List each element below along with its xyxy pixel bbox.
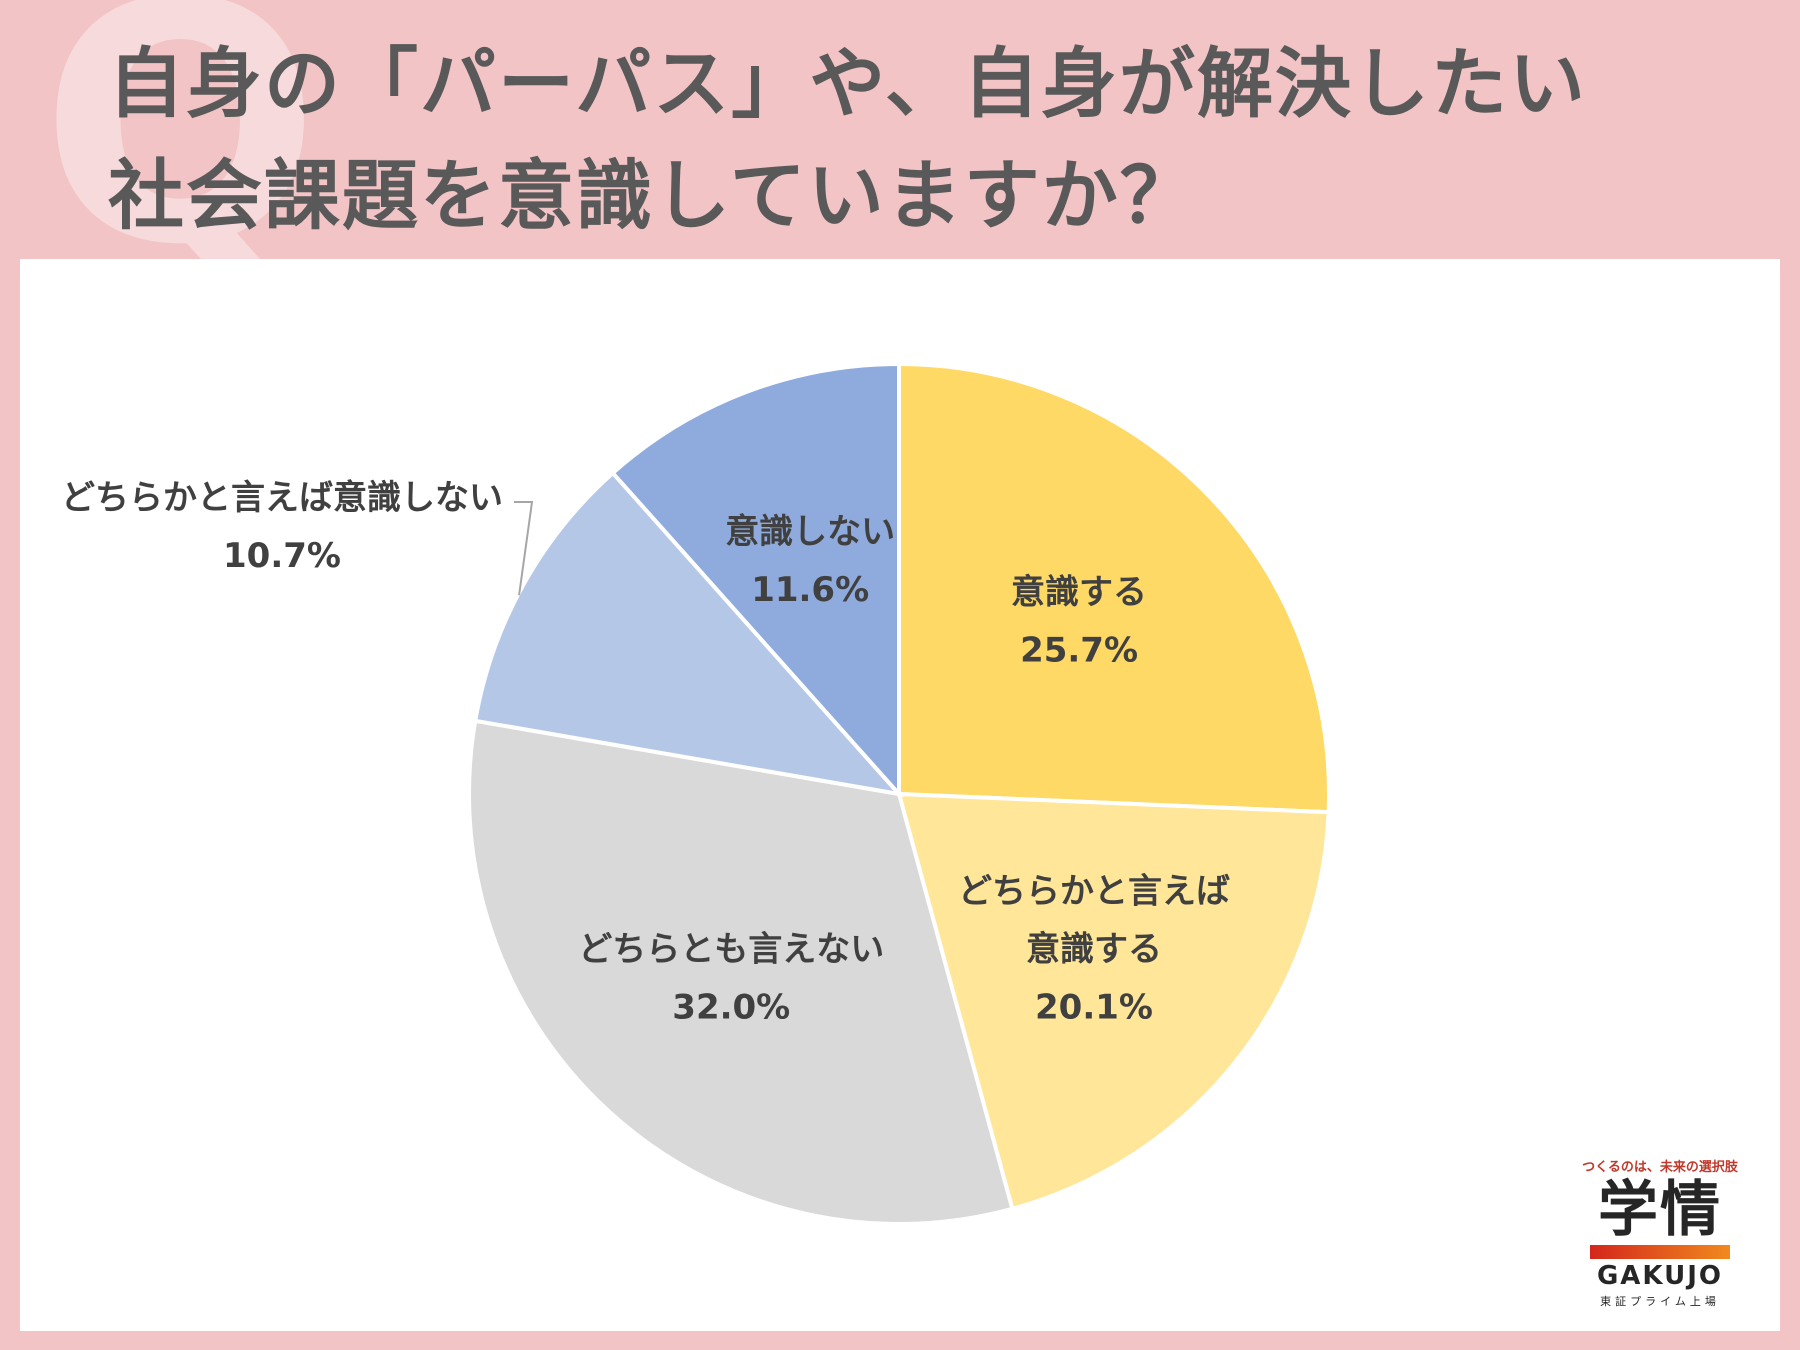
leader-line-3 bbox=[514, 501, 534, 596]
logo-brand: GAKUJO bbox=[1596, 1261, 1724, 1291]
pie-slice-0 bbox=[897, 361, 1331, 815]
logo-bar bbox=[1590, 1245, 1730, 1259]
title-line-1: 自身の「パーパス」や、自身が解決したい bbox=[108, 39, 1587, 128]
slice-value-0: 25.7% bbox=[1020, 630, 1138, 670]
slice-label-4-line-0: 意識しない bbox=[725, 512, 895, 552]
slice-value-3: 10.7% bbox=[223, 536, 341, 576]
pie-slice-1 bbox=[896, 791, 1331, 1212]
pie-slice-2 bbox=[467, 718, 1015, 1226]
slice-label-0-line-0: 意識する bbox=[1011, 572, 1147, 612]
slice-label-1-line-0: どちらかと言えば bbox=[958, 871, 1230, 911]
slice-label-3-line-0: どちらかと言えば意識しない bbox=[61, 478, 503, 518]
slice-value-4: 11.6% bbox=[751, 570, 869, 610]
chart-panel: 意識する 25.7% どちらかと言えば 意識する 20.1% どちらとも言えない 32.0%… bbox=[20, 259, 1780, 1331]
slice-value-2: 32.0% bbox=[672, 988, 790, 1028]
q-letter-decoration: Q bbox=[40, 0, 321, 317]
slice-label-1-line-1: 意識する bbox=[1026, 929, 1162, 969]
logo-tagline: つくるのは、未来の選択肢 bbox=[1582, 1160, 1738, 1175]
pie-slice-4 bbox=[610, 361, 901, 800]
gakujo-logo: つくるのは、未来の選択肢 学情 GAKUJO 東証プライム上場 bbox=[1580, 1156, 1740, 1309]
logo-mark: 学情 bbox=[1598, 1175, 1722, 1245]
slice-label-2-line-0: どちらとも言えない bbox=[578, 930, 884, 970]
pie-slice-3 bbox=[472, 470, 905, 797]
page-title: 自身の「パーパス」や、自身が解決したい 社会課題を意識していますか？ bbox=[108, 28, 1748, 252]
title-line-2: 社会課題を意識していますか？ bbox=[108, 151, 1198, 240]
slice-value-1: 20.1% bbox=[1035, 987, 1153, 1027]
logo-listing: 東証プライム上場 bbox=[1600, 1295, 1720, 1308]
pie-chart: 意識する25.7%どちらかと言えば意識する20.1%どちらとも言えない32.0%… bbox=[61, 361, 1331, 1226]
